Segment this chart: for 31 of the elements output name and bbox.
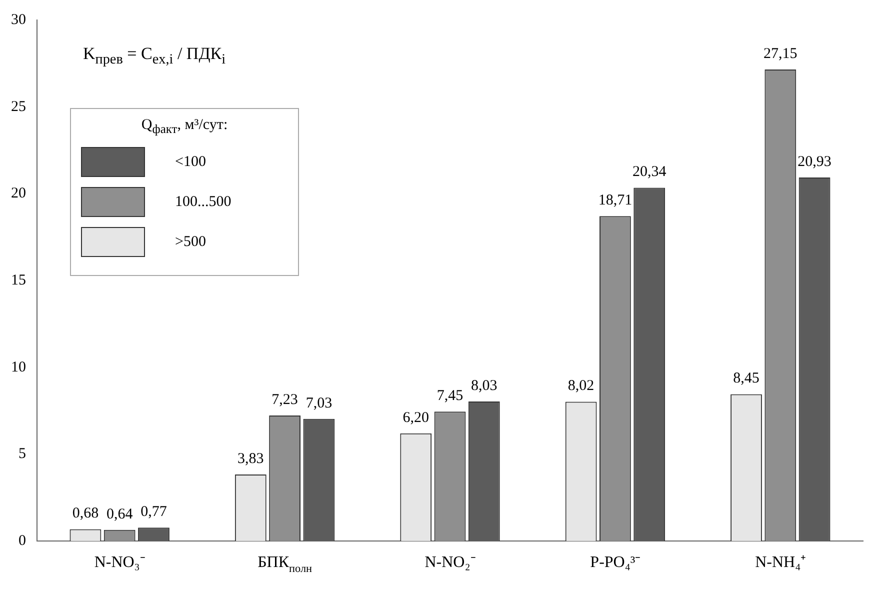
data-label: 0,77	[140, 504, 168, 520]
y-tick-label: 0	[18, 532, 26, 549]
data-label: 20,34	[632, 164, 667, 180]
data-label: 7,23	[272, 392, 298, 408]
data-label: 27,15	[764, 46, 798, 62]
legend-label: 100...500	[175, 194, 232, 210]
data-label: 18,71	[598, 192, 632, 209]
data-label: 8,02	[568, 378, 594, 394]
y-tick-label: 25	[11, 98, 26, 115]
data-label: 3,83	[238, 450, 264, 467]
y-tick-label: 10	[11, 359, 26, 376]
data-label: 7,45	[436, 388, 464, 404]
data-label: 8,03	[471, 378, 498, 394]
data-label: 20,93	[798, 154, 832, 170]
annotation: K$_{прев}$ = C$_{ex,i}$ / ПДК$_{i}$	[83, 44, 226, 68]
legend-label: <100	[175, 154, 206, 170]
y-tick-label: 15	[11, 272, 26, 288]
data-label: 7,03	[306, 395, 332, 412]
x-tick-label: N-NO₃⁻	[94, 554, 145, 571]
x-tick-label: P-PO₄³⁻	[590, 554, 640, 571]
x-tick-label: N-NH₄⁺	[755, 554, 806, 571]
y-tick-label: 30	[11, 12, 26, 28]
data-label: 0,64	[106, 506, 134, 522]
y-tick-label: 20	[11, 186, 26, 202]
data-label: 0,68	[72, 506, 99, 522]
x-tick-label: N-NO₂⁻	[424, 554, 476, 571]
y-tick-label: 5	[18, 446, 26, 462]
legend-label: >500	[175, 234, 206, 250]
data-label: 6,20	[402, 410, 429, 426]
legend-title: Q$_{факт}$, м³/сут:	[140, 117, 229, 137]
data-label: 8,45	[733, 370, 760, 387]
